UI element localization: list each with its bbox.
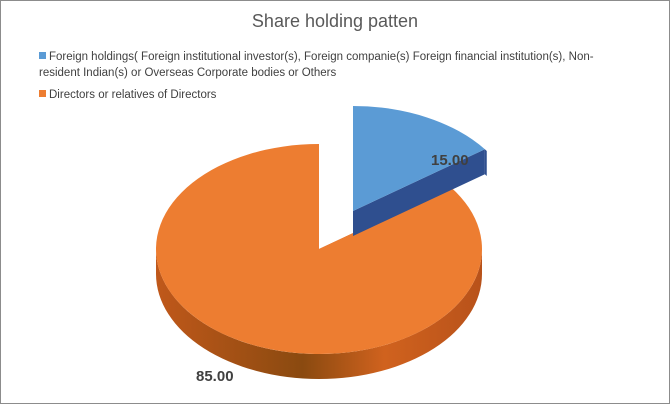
- legend-swatch: [39, 90, 46, 97]
- pie-slice-foreign: [353, 106, 485, 211]
- slice-side-wall: [156, 249, 482, 379]
- pie-slice-directors: [156, 144, 482, 355]
- slice-cut-face: [353, 149, 485, 236]
- chart-title: Share holding patten: [251, 11, 419, 31]
- slice-side-wall: [484, 149, 487, 176]
- data-label-foreign: 15.00: [431, 152, 469, 169]
- legend-label: Foreign holdings( Foreign institutional …: [39, 51, 594, 79]
- legend-item-directors: Directors or relatives of Directors: [39, 87, 629, 103]
- legend-item-foreign: Foreign holdings( Foreign institutional …: [39, 49, 629, 81]
- data-label-directors: 85.00: [196, 368, 234, 385]
- legend-label: Directors or relatives of Directors: [49, 89, 217, 101]
- legend-swatch: [39, 52, 46, 59]
